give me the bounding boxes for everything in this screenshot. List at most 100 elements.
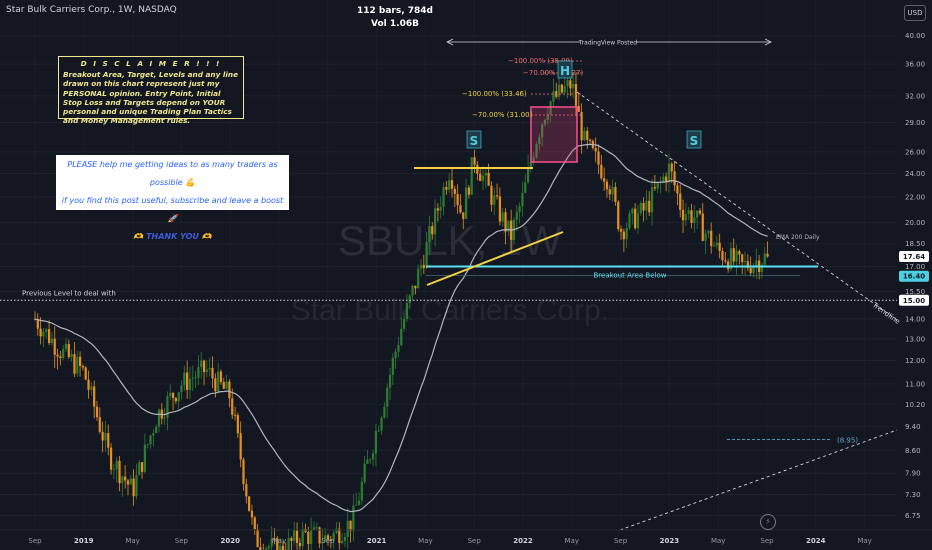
candle-body [690, 210, 693, 223]
rising-trendline [426, 231, 564, 286]
candle-body [310, 529, 313, 544]
annotations: Previous Level to deal with Breakout Area… [0, 37, 901, 531]
candle-body [504, 212, 507, 232]
candle-body [242, 459, 245, 485]
candle-body [580, 111, 583, 141]
candle-body [611, 186, 614, 195]
y-tick-label: 6.75 [905, 512, 921, 520]
y-tick-label: 20.00 [905, 219, 925, 227]
candle-body [39, 328, 42, 337]
target-level-label: (8.95) [837, 437, 858, 445]
candle-body [62, 348, 65, 358]
volume-info: Vol 1.06B [371, 19, 419, 29]
y-tick-label: 9.40 [905, 423, 921, 431]
candle-body [572, 83, 575, 89]
x-tick-label: May [711, 537, 725, 545]
candle-body [118, 460, 121, 484]
candle-body [476, 164, 479, 174]
candle-body [191, 378, 194, 380]
pattern-label: S [470, 134, 479, 148]
candle-body [501, 212, 504, 222]
candle-body [445, 187, 448, 190]
candle-body [729, 248, 733, 270]
candle-body [208, 367, 211, 370]
candle-body [36, 319, 39, 329]
candle-body [126, 480, 130, 485]
candle-body [352, 505, 355, 532]
y-axis: 40.00 36.00 32.00 29.00 26.00 24.00 22.00 20.00… [899, 32, 929, 520]
candle-body [259, 547, 262, 550]
candle-body [248, 496, 251, 511]
candle-body [650, 187, 654, 213]
candle-body [479, 173, 482, 181]
x-tick-label: 2022 [513, 537, 533, 545]
candle-body [569, 80, 572, 89]
candle-body [656, 181, 659, 189]
candle-body [67, 343, 70, 357]
candle-body [524, 182, 527, 193]
candle-body [586, 130, 589, 140]
candle-body [507, 220, 510, 232]
candle-body [566, 80, 569, 87]
candle-body [377, 430, 380, 432]
candle-body [549, 101, 552, 115]
candle-body [710, 230, 713, 247]
y-tick-label: 18.50 [905, 240, 925, 248]
candle-body [667, 163, 671, 183]
candle-body [470, 157, 473, 195]
candle-body [431, 226, 434, 235]
candle-body [712, 245, 716, 247]
pattern-label-box [557, 60, 573, 79]
candle-body [217, 371, 220, 392]
candle-body [487, 172, 490, 186]
candle-body [715, 242, 718, 246]
candle-body [346, 520, 349, 537]
help-box: PLEASE help me getting ideas to as many … [56, 155, 289, 241]
disclaimer-body: Breakout Area, Target, Levels and any li… [63, 70, 239, 126]
candle-body [152, 433, 155, 436]
x-tick-label: Sep [468, 537, 482, 545]
candle-body [298, 542, 301, 547]
candle-body [625, 228, 628, 240]
candle-body [515, 212, 518, 220]
candle-body [665, 176, 668, 183]
y-tick-label: 12.00 [905, 357, 925, 365]
disclaimer-box: D I S C L A I M E R ! ! ! Breakout Area,… [58, 56, 244, 125]
candle-body [180, 385, 183, 393]
candle-body [752, 265, 755, 274]
candle-body [290, 538, 293, 541]
candle-body [605, 181, 609, 190]
candle-body [321, 541, 324, 544]
candle-body [53, 338, 56, 355]
candle-body [194, 377, 197, 379]
candle-body [87, 379, 90, 390]
candle-body [157, 409, 161, 427]
y-tick-label: 10.20 [905, 401, 925, 409]
x-tick-label: Sep [321, 537, 335, 545]
x-tick-label: May [857, 537, 871, 545]
candle-body [535, 143, 538, 158]
currency-button[interactable]: USD [904, 5, 926, 21]
breakout-box [530, 106, 578, 163]
candle-body [464, 187, 468, 219]
candle-body [583, 130, 586, 141]
candle-body [673, 171, 676, 186]
candle-body [73, 354, 76, 374]
ema-label: EMA 200 Daily [776, 234, 820, 241]
candle-body [718, 242, 721, 251]
candle-body [687, 210, 690, 215]
help-line-1: PLEASE help me getting ideas to as many … [67, 160, 278, 187]
candle-body [124, 476, 127, 481]
x-axis: Sep 2019 May Sep 2020 May Sep 2021 May Sep 2022 May… [0, 529, 932, 545]
candle-body [146, 444, 149, 445]
candle-body [312, 527, 316, 530]
candle-body [681, 209, 685, 221]
candle-body [295, 529, 299, 543]
candle-body [518, 206, 521, 213]
candle-body [746, 261, 749, 269]
pattern-label: S [690, 134, 699, 148]
y-tick-label: 7.30 [905, 491, 921, 499]
fib-label: −70.00% (31.00) [472, 111, 533, 119]
price-tag [899, 251, 929, 263]
candle-body [56, 354, 59, 357]
